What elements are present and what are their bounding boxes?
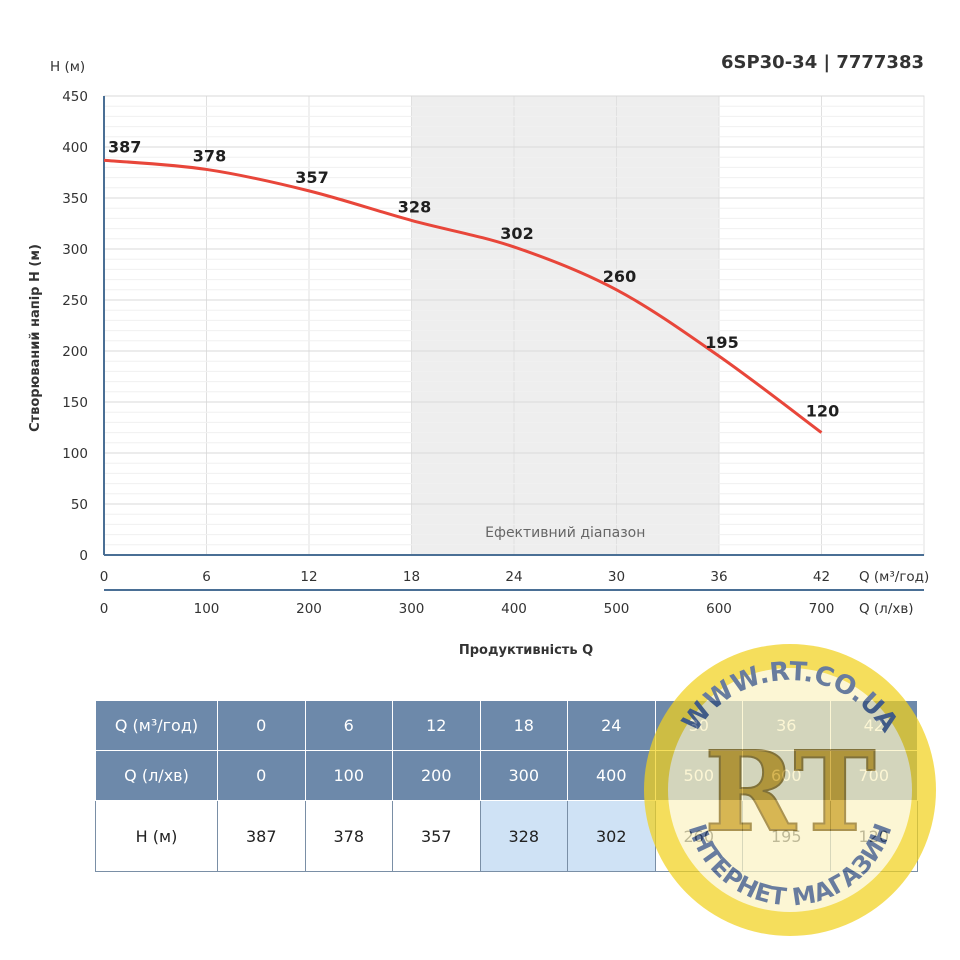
- data-label: 328: [398, 197, 431, 216]
- x-secondary-tick-label: 600: [706, 601, 732, 617]
- x-secondary-tick-label: 400: [501, 601, 527, 617]
- x-tick-labels: 0 6 12 18 24 30 36 42: [100, 569, 830, 585]
- table-cell: 600: [742, 750, 831, 801]
- performance-table: Q (м³/год) 0 6 12 18 24 30 36 42 Q (л/хв) 0 100 200 3…: [95, 700, 918, 872]
- data-label: 260: [603, 267, 636, 286]
- y-tick-label: 100: [62, 446, 88, 462]
- table-cell: 400: [567, 750, 656, 801]
- y-tick-label: 300: [62, 242, 88, 258]
- data-label: 378: [193, 146, 226, 165]
- table-cell: 387: [217, 800, 306, 872]
- table-cell: 18: [479, 700, 568, 751]
- horizontal-grid: [104, 95, 924, 556]
- table-row: Q (л/хв) 0 100 200 300 400 500 600 700: [95, 750, 918, 801]
- chart-title: 6SP30-34 | 7777383: [721, 52, 924, 73]
- y-tick-labels: 0 50 100 150 200 250 300 350 400 450: [62, 89, 88, 564]
- x-secondary-unit-label: Q (л/хв): [859, 601, 914, 617]
- x-secondary-tick-label: 100: [194, 601, 220, 617]
- table-cell: 328: [479, 800, 568, 872]
- y-tick-label: 0: [79, 548, 88, 564]
- x-tick-label: 0: [100, 569, 109, 585]
- y-tick-label: 200: [62, 344, 88, 360]
- y-tick-label: 350: [62, 191, 88, 207]
- y-tick-label: 450: [62, 89, 88, 105]
- table-row: H (м) 387 378 357 328 302 260 195 120: [95, 800, 918, 872]
- table-cell: 6: [304, 700, 393, 751]
- table-cell: 12: [392, 700, 481, 751]
- table-cell: 300: [479, 750, 568, 801]
- y-unit-label: H (м): [50, 59, 85, 75]
- table-cell: 24: [567, 700, 656, 751]
- y-tick-label: 400: [62, 140, 88, 156]
- y-tick-label: 250: [62, 293, 88, 309]
- table-cell: 100: [304, 750, 393, 801]
- table-cell: 0: [217, 700, 306, 751]
- x-secondary-tick-labels: 0 100 200 300 400 500 600 700: [100, 601, 835, 617]
- x-tick-label: 30: [608, 569, 625, 585]
- efficient-range-label: Ефективний діапазон: [485, 525, 645, 541]
- x-tick-label: 24: [505, 569, 522, 585]
- table-cell: 42: [829, 700, 918, 751]
- data-label: 357: [295, 168, 328, 187]
- x-primary-unit-label: Q (м³/год): [859, 569, 929, 585]
- table-cell: 0: [217, 750, 306, 801]
- table-cell: 30: [654, 700, 743, 751]
- x-secondary-tick-label: 300: [399, 601, 425, 617]
- table-cell: 200: [392, 750, 481, 801]
- table-cell: 260: [654, 800, 743, 872]
- data-label: 120: [806, 402, 839, 421]
- x-tick-label: 42: [813, 569, 830, 585]
- x-tick-label: 6: [202, 569, 211, 585]
- table-row-label: Q (м³/год): [95, 700, 218, 751]
- table-cell: 195: [742, 800, 831, 872]
- table-cell: 357: [392, 800, 481, 872]
- efficient-range-band: [411, 96, 719, 555]
- x-tick-label: 12: [300, 569, 317, 585]
- table-cell: 302: [567, 800, 656, 872]
- y-tick-label: 150: [62, 395, 88, 411]
- x-secondary-tick-label: 200: [296, 601, 322, 617]
- y-axis-title: Створюваний напір H (м): [28, 244, 43, 432]
- data-labels: 387 378 357 328 302 260 195 120: [108, 137, 839, 420]
- pump-curve-chart: Ефективний діапазон 05010015020025030035…: [28, 52, 929, 658]
- table-cell: 500: [654, 750, 743, 801]
- x-tick-label: 36: [710, 569, 727, 585]
- x-secondary-tick-label: 0: [100, 601, 109, 617]
- table-cell: 120: [829, 800, 918, 872]
- table-row-label: Q (л/хв): [95, 750, 218, 801]
- table-row: Q (м³/год) 0 6 12 18 24 30 36 42: [95, 700, 918, 751]
- data-label: 302: [500, 224, 533, 243]
- x-secondary-tick-label: 700: [809, 601, 835, 617]
- head-curve-line: [103, 158, 823, 434]
- x-axis-title: Продуктивність Q: [459, 643, 593, 658]
- vertical-grid: [103, 96, 925, 555]
- table-cell: 378: [304, 800, 393, 872]
- data-label: 195: [705, 333, 738, 352]
- table-row-label: H (м): [95, 800, 218, 872]
- x-tick-label: 18: [403, 569, 420, 585]
- table-cell: 36: [742, 700, 831, 751]
- y-tick-label: 50: [71, 497, 88, 513]
- table-cell: 700: [829, 750, 918, 801]
- data-label: 387: [108, 137, 141, 156]
- x-secondary-tick-label: 500: [604, 601, 630, 617]
